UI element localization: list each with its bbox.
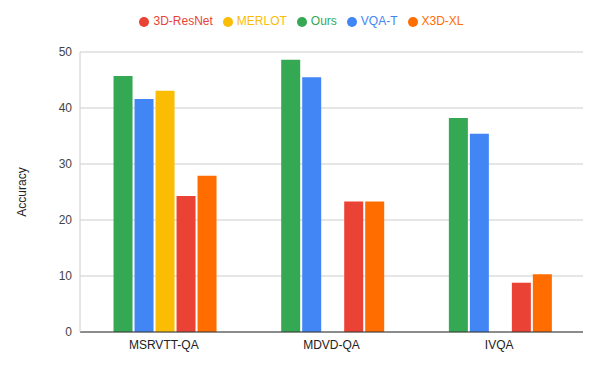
svg-text:30: 30: [59, 157, 73, 171]
html-text:MERLOT: MERLOT: [236, 14, 287, 28]
svg-text:10: 10: [59, 269, 73, 283]
svg-text:50: 50: [59, 45, 73, 59]
html-text:3D-ResNet: 3D-ResNet: [153, 14, 213, 28]
svg-text:40: 40: [59, 101, 73, 115]
html-text:X3D-XL: X3D-XL: [421, 14, 464, 28]
svg-text:Accuracy: Accuracy: [15, 167, 29, 216]
svg-text:IVQA: IVQA: [485, 338, 514, 352]
svg-text:MSRVTT-QA: MSRVTT-QA: [129, 338, 199, 352]
svg-text:20: 20: [59, 213, 73, 227]
svg-text:0: 0: [65, 325, 72, 339]
svg-text:MDVD-QA: MDVD-QA: [303, 338, 360, 352]
html-text:VQA-T: VQA-T: [360, 14, 398, 28]
html-text:Ours: Ours: [310, 14, 337, 28]
